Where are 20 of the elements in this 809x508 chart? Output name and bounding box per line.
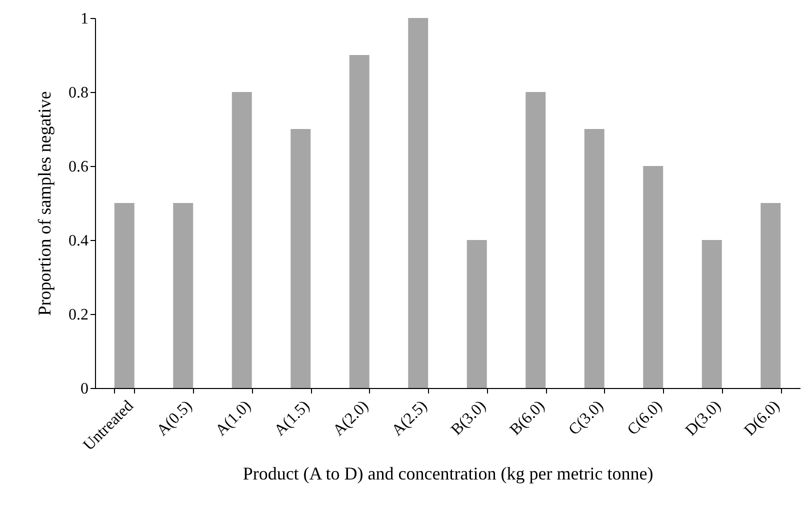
y-tick-label: 0 — [80, 380, 88, 398]
bar — [584, 129, 604, 388]
bar — [232, 92, 252, 388]
bar — [526, 92, 546, 388]
y-axis-title: Proportion of samples negative — [34, 91, 54, 316]
y-tick-label: 1 — [80, 10, 88, 28]
bar — [702, 240, 722, 388]
bar — [408, 18, 428, 388]
bar — [349, 55, 370, 388]
y-tick-label: 0.6 — [68, 158, 88, 176]
bar — [290, 129, 311, 388]
bar — [466, 240, 487, 388]
bar — [760, 203, 781, 388]
y-tick-label: 0.4 — [68, 232, 88, 250]
x-axis-title: Product (A to D) and concentration (kg per metric tonne) — [242, 463, 654, 484]
y-tick-label: 0.8 — [68, 84, 88, 102]
bar — [643, 166, 664, 388]
bar — [173, 203, 194, 388]
bar — [114, 203, 134, 388]
y-tick-label: 0.2 — [68, 306, 88, 324]
